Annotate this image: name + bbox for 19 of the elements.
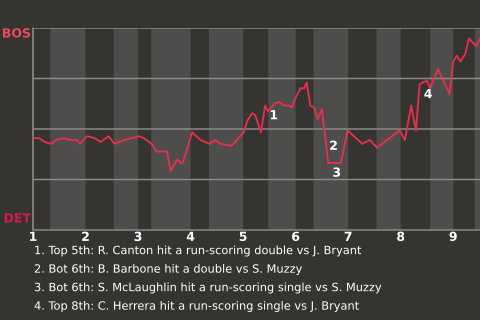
x-tick-label: 5 — [240, 232, 247, 242]
text: 2. Bot 6th: B. Barbone hit a double vs S. Muzzy — [34, 264, 302, 276]
annotation: 4 — [424, 89, 432, 98]
x-tick-label: 1 — [30, 232, 36, 241]
x-tick-label: 2 — [82, 232, 89, 241]
x-tick-label: 8 — [397, 232, 404, 242]
annotation: 1 — [270, 110, 278, 120]
text: DET — [4, 213, 31, 222]
text: 1. Top 5th: R. Canton hit a run-scoring double vs J. Bryant — [35, 245, 362, 257]
text: 3. Bot 6th: S. McLaughlin hit a run-scoring single vs S. Muzzy — [34, 282, 382, 294]
x-tick-label: 9 — [450, 232, 457, 242]
text: 4. Top 8th: C. Herrera hit a run-scoring single vs J. Bryant — [34, 300, 359, 312]
x-tick-label: 6 — [292, 232, 300, 242]
annotation: 3 — [333, 167, 340, 177]
x-tick-label: 3 — [134, 232, 142, 242]
x-tick-label: 4 — [186, 232, 194, 241]
x-tick-label: 7 — [344, 232, 352, 241]
text: BOS — [2, 28, 30, 38]
annotation: 2 — [330, 140, 337, 150]
